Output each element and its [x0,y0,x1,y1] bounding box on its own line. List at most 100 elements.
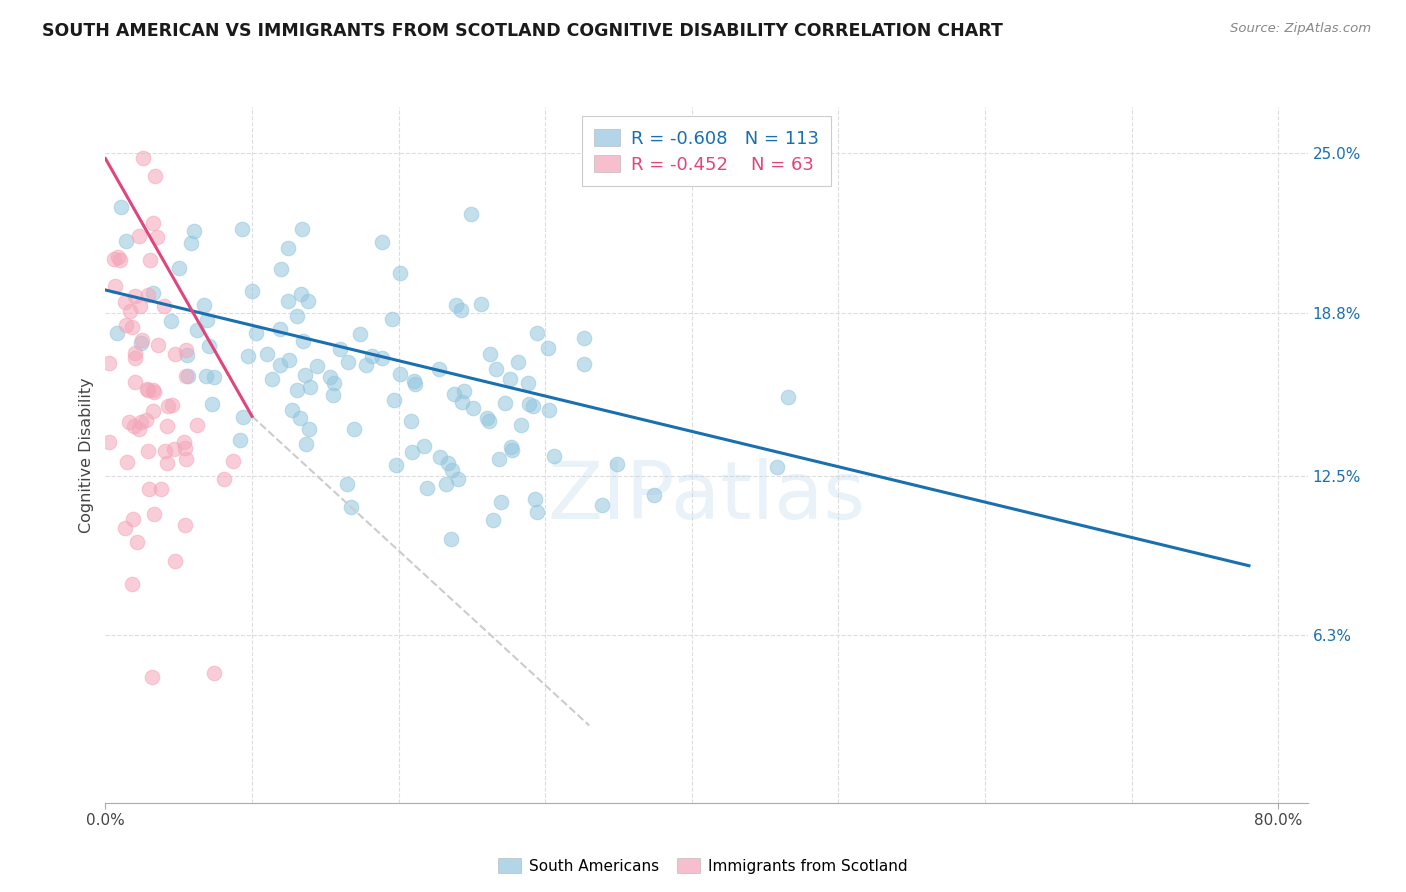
Y-axis label: Cognitive Disability: Cognitive Disability [79,377,94,533]
Point [606,457,628,471]
Point [110,201,132,215]
Point [443,387,465,401]
Point [163,442,186,457]
Point [460,206,482,220]
Point [298,422,321,436]
Point [186,323,208,337]
Point [270,261,292,276]
Point [322,388,344,402]
Point [453,384,475,398]
Point [482,513,505,527]
Point [526,326,548,340]
Point [285,310,308,324]
Point [232,409,254,424]
Point [97,356,120,370]
Point [399,414,422,428]
Point [519,397,541,411]
Point [124,289,146,303]
Point [212,472,235,486]
Point [202,666,225,681]
Point [114,520,136,534]
Legend: South Americans, Immigrants from Scotland: South Americans, Immigrants from Scotlan… [492,852,914,880]
Point [336,477,359,491]
Point [202,370,225,384]
Point [142,383,165,397]
Point [299,380,322,394]
Point [153,444,176,458]
Point [349,326,371,341]
Point [236,349,259,363]
Point [297,293,319,308]
Text: Source: ZipAtlas.com: Source: ZipAtlas.com [1230,22,1371,36]
Point [574,358,596,372]
Point [294,437,316,451]
Point [461,401,484,416]
Point [294,368,316,383]
Point [174,368,197,383]
Point [291,334,314,349]
Point [129,415,152,429]
Point [183,224,205,238]
Point [413,439,436,453]
Point [152,299,174,313]
Point [245,326,267,340]
Point [121,577,143,591]
Point [176,348,198,362]
Point [371,351,394,365]
Point [156,399,179,413]
Point [228,433,250,447]
Point [290,287,312,301]
Point [451,395,474,409]
Point [277,352,299,367]
Point [136,287,159,301]
Point [447,472,470,486]
Point [108,252,131,267]
Point [141,404,163,418]
Point [141,670,163,684]
Point [329,343,352,357]
Point [114,318,136,332]
Point [446,298,468,312]
Point [160,314,183,328]
Point [122,512,145,526]
Point [231,221,253,235]
Point [115,454,138,468]
Point [104,279,127,293]
Point [143,169,166,183]
Point [156,419,179,434]
Point [281,403,304,417]
Point [323,376,346,390]
Point [450,302,472,317]
Point [543,449,565,463]
Point [174,343,197,357]
Point [156,456,179,470]
Point [404,376,426,391]
Point [766,460,789,475]
Point [537,341,560,355]
Point [501,442,523,457]
Point [336,354,359,368]
Point [478,347,501,361]
Point [385,458,408,472]
Point [115,234,138,248]
Point [475,410,498,425]
Point [163,554,186,568]
Point [132,151,155,165]
Point [124,351,146,365]
Point [173,435,195,450]
Point [146,338,169,352]
Point [139,252,162,267]
Point [143,507,166,521]
Point [360,349,382,363]
Point [288,411,311,425]
Point [136,382,159,396]
Point [354,358,377,372]
Point [222,454,245,468]
Point [146,230,169,244]
Point [105,326,128,341]
Point [499,440,522,454]
Point [427,361,450,376]
Point [522,399,544,413]
Point [114,294,136,309]
Point [319,370,342,384]
